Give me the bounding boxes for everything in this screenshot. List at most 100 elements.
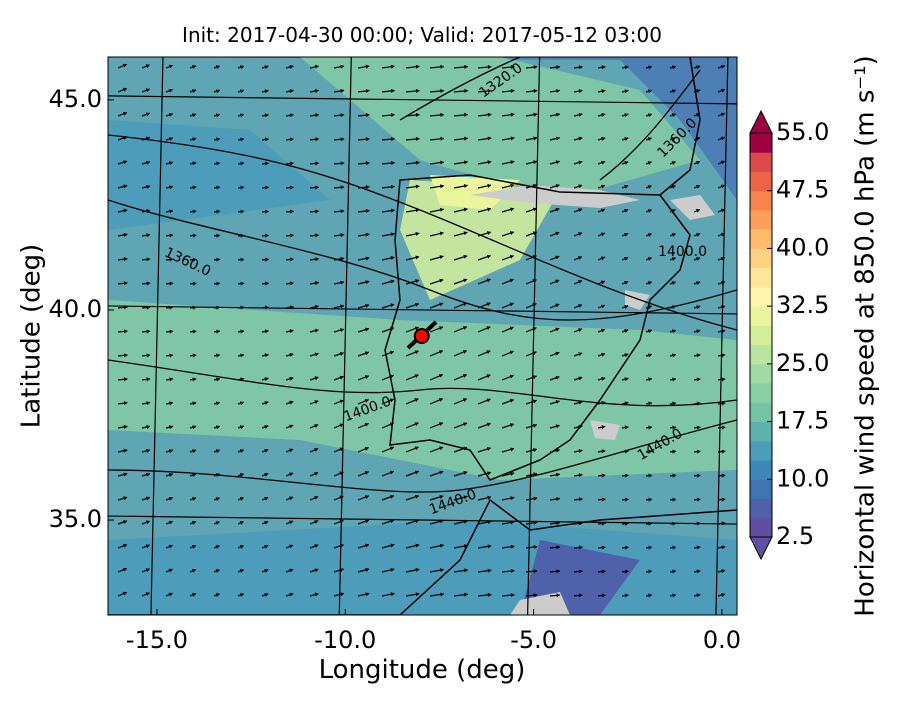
wind-arrow-head [648, 449, 653, 454]
wind-arrow [573, 448, 583, 454]
wind-arrow-head [289, 544, 294, 549]
wind-arrow-head [440, 64, 444, 69]
wind-arrow-head [510, 568, 515, 574]
wind-arrow-head [721, 473, 726, 478]
wind-arrow-head [486, 422, 491, 427]
wind-arrow [669, 329, 676, 334]
wind-arrow [501, 183, 515, 189]
wind-arrow [597, 208, 606, 213]
wind-arrow-head [671, 329, 676, 334]
wind-arrow [261, 209, 269, 214]
wind-arrow-head [289, 448, 294, 453]
wind-arrow-head [487, 495, 492, 500]
wind-arrow-head [696, 425, 701, 430]
wind-arrow [357, 185, 370, 190]
wind-arrow-head [463, 278, 468, 283]
wind-arrow-head [647, 209, 652, 213]
wind-arrow-head [486, 254, 491, 259]
wind-arrow-head [671, 89, 676, 94]
wind-arrow-head [624, 280, 629, 285]
wind-arrow-head [123, 401, 128, 406]
wind-arrow [573, 497, 583, 502]
wind-arrow-head [390, 592, 395, 597]
coastline-africa [108, 498, 737, 615]
wind-arrow [429, 422, 444, 429]
wind-arrow [381, 543, 395, 549]
wind-arrow [453, 207, 468, 213]
wind-arrow [405, 184, 420, 189]
wind-arrow-head [439, 302, 444, 307]
wind-arrow [237, 425, 245, 430]
wind-arrow-head [315, 233, 319, 238]
wind-arrow [165, 401, 174, 406]
wind-arrow-head [168, 592, 173, 597]
contour-label: 1400.0 [658, 244, 707, 260]
wind-arrow [597, 160, 606, 165]
wind-arrow-head [264, 353, 269, 358]
wind-arrow [117, 232, 128, 237]
wind-arrow [717, 593, 726, 598]
wind-arrow-head [440, 592, 444, 597]
wind-arrow [405, 302, 420, 309]
wind-arrow-head [146, 472, 150, 477]
colorbar-extend-min [749, 536, 773, 561]
wind-arrow [213, 401, 220, 406]
wind-arrow-head [414, 374, 419, 379]
wind-arrow-head [168, 136, 173, 141]
wind-arrow [189, 161, 197, 166]
wind-arrow-head [216, 161, 220, 166]
wind-arrow-head [389, 350, 394, 355]
wind-arrow-head [264, 592, 269, 597]
wind-arrow-head [440, 160, 444, 165]
wind-arrow [717, 208, 726, 213]
wind-arrow [693, 545, 701, 550]
wind-arrow [573, 304, 583, 309]
wind-arrow [525, 183, 538, 189]
wind-arrow-head [556, 569, 560, 574]
colorbar-band [750, 479, 772, 500]
wind-arrow [285, 137, 294, 142]
wind-arrow-head [647, 257, 652, 261]
wind-arrow-head [215, 449, 220, 454]
wind-arrow [381, 470, 395, 477]
wind-arrow [189, 377, 197, 382]
wind-arrow-head [168, 568, 173, 573]
wind-arrow [237, 233, 245, 238]
wind-arrow [117, 496, 128, 501]
wind-arrow [381, 446, 394, 453]
wind-arrow [693, 232, 701, 237]
wind-arrow [309, 64, 319, 69]
wind-arrow [357, 327, 370, 333]
wind-arrow-head [146, 184, 151, 189]
wind-arrow-head [289, 376, 294, 381]
wind-arrow-head [146, 353, 151, 358]
wind-arrow [285, 448, 294, 453]
x-axis-label: Longitude (deg) [319, 655, 526, 685]
wind-arrow-head [672, 569, 676, 574]
wind-arrow [141, 520, 150, 525]
wind-arrow-head [168, 520, 173, 525]
wind-arrow [477, 495, 492, 501]
wind-arrow-head [265, 233, 269, 238]
wind-arrow-head [578, 65, 583, 70]
colorbar-band [750, 229, 772, 249]
wind-arrow-head [239, 593, 244, 597]
wind-arrow [525, 136, 538, 141]
wind-arrow [357, 495, 370, 501]
wind-arrow-head [289, 496, 294, 501]
wind-arrow-head [364, 422, 369, 427]
wind-arrow-head [439, 255, 444, 260]
wind-arrow [261, 377, 269, 382]
location-marker [413, 328, 430, 344]
wind-arrow [357, 232, 370, 237]
wind-arrow-head [721, 593, 726, 598]
wind-arrow-head [601, 160, 606, 165]
wind-arrow [669, 449, 677, 454]
wind-arrow-head [314, 520, 319, 524]
wind-arrow-head [264, 161, 269, 166]
wind-arrow-head [556, 112, 560, 117]
contour [399, 57, 521, 121]
wind-arrow [429, 112, 444, 117]
wind-arrow-head [122, 591, 127, 596]
wind-arrow-head [265, 209, 269, 214]
